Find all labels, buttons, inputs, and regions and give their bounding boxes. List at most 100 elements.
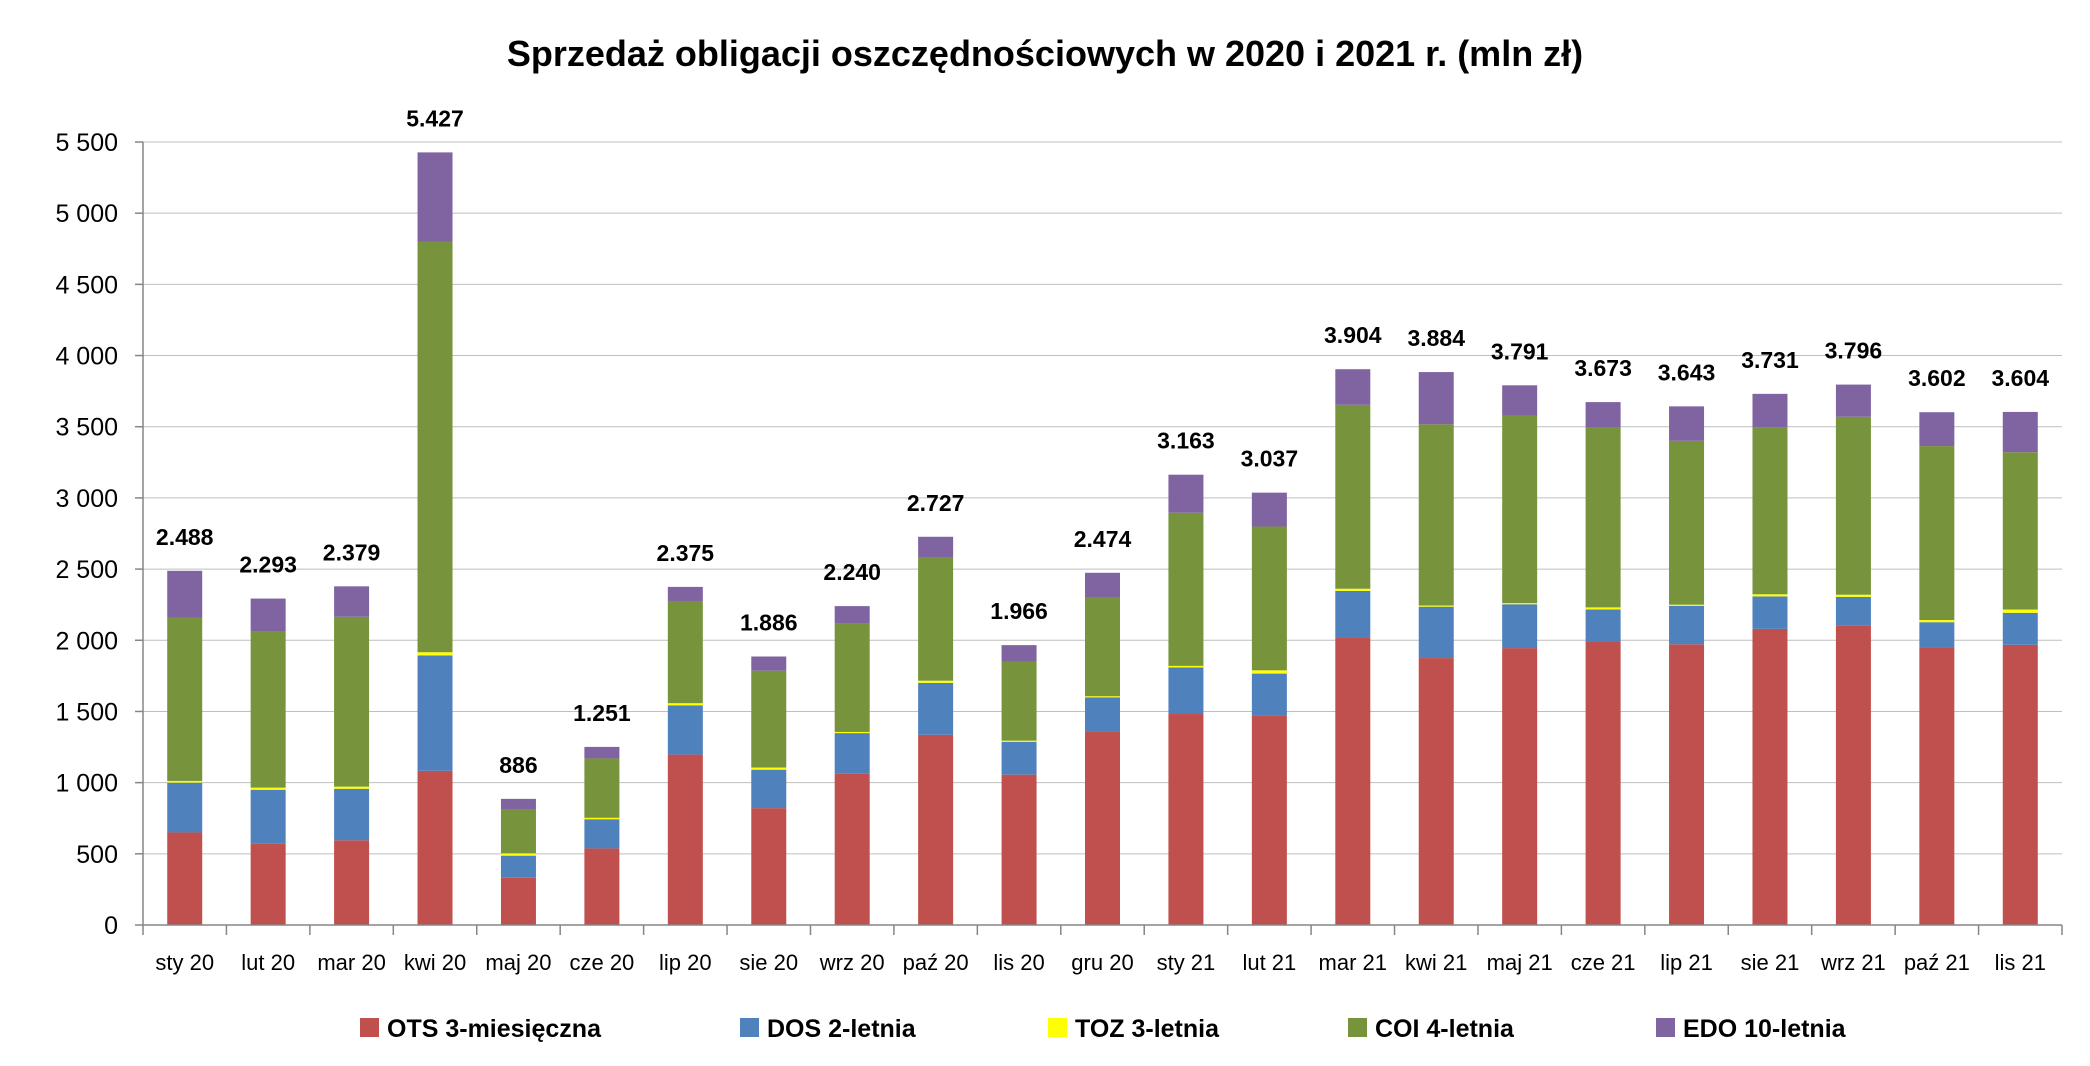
legend: OTS 3-miesięczna DOS 2-letnia TOZ 3-letnia… <box>360 1015 1847 1043</box>
y-tick-label: 0 <box>104 912 118 940</box>
bar-segment-ots <box>584 848 620 925</box>
bar-segment-dos <box>751 769 787 809</box>
bar-segment-dos <box>1669 605 1705 645</box>
x-tick-label: kwi 20 <box>404 950 466 975</box>
y-tick-label: 5 000 <box>55 200 118 228</box>
bar-segment-dos <box>1335 590 1371 638</box>
total-data-label: 3.884 <box>1407 325 1465 351</box>
bar-segment-dos <box>667 705 703 755</box>
bar-segment-ots <box>918 734 954 925</box>
bar-segment-dos <box>918 682 954 735</box>
total-data-label: 886 <box>499 752 537 778</box>
bar-segment-ots <box>1669 644 1705 925</box>
x-tick-label: lis 21 <box>1995 950 2046 975</box>
legend-item: DOS 2-letnia <box>740 1015 917 1043</box>
bar-segment-toz <box>918 680 954 683</box>
bar-segment-ots <box>1585 641 1621 925</box>
bar-segment-edo <box>500 798 536 810</box>
x-tick-label: lip 20 <box>659 950 712 975</box>
bar-segment-toz <box>584 817 620 820</box>
bar-segment-coi <box>1335 404 1371 589</box>
bar-segment-edo <box>1168 474 1204 513</box>
bar-segment-edo <box>1669 406 1705 441</box>
legend-label: COI 4-letnia <box>1375 1015 1515 1043</box>
bar-segment-dos <box>1502 604 1538 649</box>
bar-segment-ots <box>834 773 870 925</box>
bar-segment-coi <box>167 617 203 781</box>
bar-segment-coi <box>334 616 370 787</box>
y-tick-label: 2 500 <box>55 556 118 584</box>
bar-segment-toz <box>250 787 286 790</box>
x-tick-label: sie 20 <box>739 950 798 975</box>
bar-segment-edo <box>584 746 620 759</box>
bar-segment-toz <box>1835 594 1871 597</box>
total-data-label: 2.727 <box>907 490 965 516</box>
bar-segment-coi <box>1752 427 1788 595</box>
legend-label: DOS 2-letnia <box>767 1015 917 1043</box>
bar-segment-toz <box>1669 604 1705 606</box>
bar-segment-ots <box>1752 628 1788 925</box>
bar-segment-toz <box>1085 696 1120 698</box>
legend-swatch <box>360 1018 379 1037</box>
bar-segment-ots <box>1335 637 1371 925</box>
x-tick-label: wrz 20 <box>819 950 885 975</box>
legend-item: EDO 10-letnia <box>1656 1015 1847 1043</box>
legend-label: TOZ 3-letnia <box>1075 1015 1220 1043</box>
x-tick-label: mar 21 <box>1319 950 1387 975</box>
total-data-label: 1.966 <box>990 598 1048 624</box>
x-tick-label: kwi 21 <box>1405 950 1467 975</box>
bar-segment-coi <box>1502 415 1538 604</box>
bar-segment-coi <box>1085 597 1120 697</box>
bar-segment-toz <box>1585 607 1621 610</box>
bar-segment-edo <box>751 656 787 671</box>
bar-segment-coi <box>1669 440 1705 605</box>
bar-segment-ots <box>1001 774 1037 925</box>
bar-segment-toz <box>167 780 203 783</box>
bar-segment-ots <box>2002 644 2038 925</box>
y-tick-label: 2 000 <box>55 627 118 655</box>
legend-item: OTS 3-miesięczna <box>360 1015 602 1043</box>
y-axis: 0 500 1 000 1 500 2 000 2 500 3 000 3 500 4 000 4… <box>55 129 144 940</box>
x-tick-label: lip 21 <box>1660 950 1713 975</box>
bar-segment-toz <box>751 767 787 770</box>
x-tick-label: cze 21 <box>1571 950 1636 975</box>
bar-segment-ots <box>667 754 703 925</box>
bar-segment-edo <box>1752 393 1788 428</box>
bar-segment-ots <box>334 840 370 925</box>
bar-segment-ots <box>1418 658 1454 925</box>
bar-segment-ots <box>1919 647 1955 925</box>
bar-segment-dos <box>1752 596 1788 629</box>
x-axis: sty 20 lut 20 mar 20 kwi 20 maj 20 cze 20 lip … <box>142 924 2063 975</box>
bar-segment-ots <box>1502 648 1538 925</box>
bar-segment-ots <box>1835 625 1871 925</box>
bar-segment-ots <box>250 843 286 925</box>
bar-segment-toz <box>1335 588 1371 591</box>
bar-segment-ots <box>1251 715 1287 925</box>
bar-segment-toz <box>2002 609 2038 613</box>
bar-segment-ots <box>167 832 203 925</box>
bar-segment-toz <box>1001 740 1037 742</box>
y-tick-label: 500 <box>76 841 118 869</box>
total-data-label: 3.731 <box>1741 347 1799 373</box>
bar-segment-coi <box>2002 452 2038 610</box>
bar-segment-ots <box>751 808 787 925</box>
bar-segment-edo <box>1919 412 1955 447</box>
bar-segment-toz <box>1919 620 1955 623</box>
bar-segment-coi <box>417 241 453 653</box>
bar-segment-ots <box>500 877 536 925</box>
bar-segment-coi <box>1418 424 1454 606</box>
total-data-label: 3.796 <box>1825 338 1883 364</box>
bar-segment-edo <box>1585 402 1621 428</box>
bar-segment-edo <box>1001 645 1037 662</box>
x-tick-label: sty 21 <box>1157 950 1216 975</box>
x-tick-label: cze 20 <box>569 950 634 975</box>
bar-segment-edo <box>667 586 703 601</box>
total-data-label: 5.427 <box>406 105 464 131</box>
legend-item: TOZ 3-letnia <box>1048 1015 1220 1043</box>
x-tick-label: gru 20 <box>1071 950 1133 975</box>
y-tick-label: 3 500 <box>55 414 118 442</box>
total-data-label: 2.293 <box>239 552 297 578</box>
bar-segment-edo <box>1418 372 1454 425</box>
total-data-label: 2.488 <box>156 524 214 550</box>
